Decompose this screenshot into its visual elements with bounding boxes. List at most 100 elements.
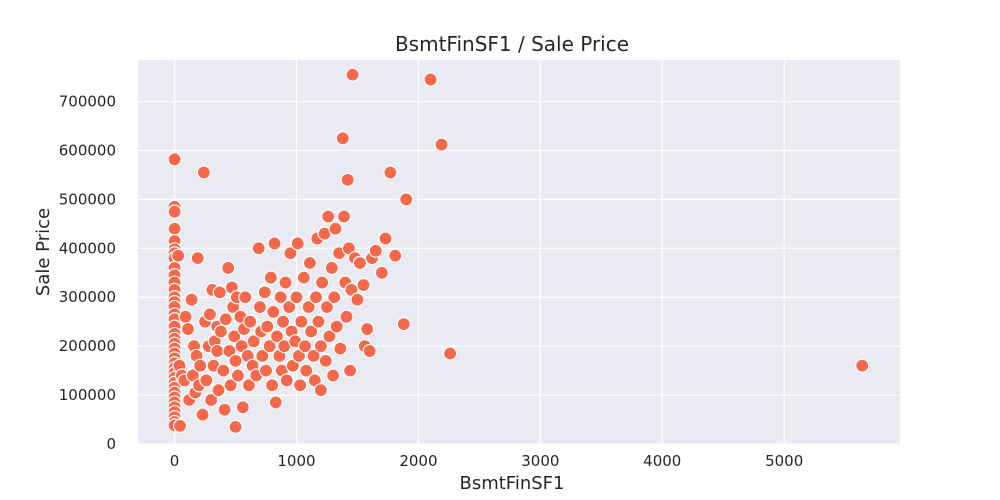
data-point xyxy=(216,363,231,378)
data-point xyxy=(329,319,344,334)
data-point xyxy=(252,299,268,315)
data-point xyxy=(275,314,291,329)
y-tick-labels: 0 100000 200000 300000 400000 500000 600000 700… xyxy=(59,93,116,453)
x-tick-label: 4000 xyxy=(643,452,681,470)
data-point xyxy=(199,373,214,388)
data-point xyxy=(350,292,365,307)
data-point xyxy=(328,221,343,236)
data-point xyxy=(374,265,389,280)
data-point xyxy=(279,373,294,388)
data-point xyxy=(238,290,253,305)
data-point xyxy=(314,275,330,290)
y-tick-label: 100000 xyxy=(59,386,116,404)
data-point xyxy=(290,236,305,251)
data-point xyxy=(202,307,218,322)
data-point xyxy=(855,358,870,373)
data-point xyxy=(195,407,210,422)
data-point xyxy=(301,299,316,315)
data-point xyxy=(423,72,438,87)
y-tick-label: 400000 xyxy=(59,239,116,257)
data-point xyxy=(443,346,458,361)
data-point xyxy=(388,248,403,263)
data-point xyxy=(319,299,335,315)
data-point xyxy=(212,285,227,300)
data-point xyxy=(296,270,311,285)
data-point xyxy=(273,290,288,305)
y-tick-label: 600000 xyxy=(59,141,116,159)
data-point xyxy=(297,339,313,354)
data-point xyxy=(306,348,321,364)
data-point xyxy=(336,209,352,224)
data-point xyxy=(263,270,278,285)
data-point xyxy=(257,285,272,300)
data-point xyxy=(325,368,341,383)
data-point xyxy=(321,209,336,224)
data-point xyxy=(210,343,225,359)
data-point xyxy=(193,358,208,373)
data-point xyxy=(251,241,266,256)
data-point xyxy=(196,165,211,180)
data-point xyxy=(260,319,275,334)
data-point xyxy=(172,418,188,434)
data-point xyxy=(167,152,182,167)
plot-area xyxy=(138,60,900,444)
data-point xyxy=(434,137,449,152)
data-point xyxy=(184,292,199,307)
data-point xyxy=(311,314,326,329)
data-point xyxy=(217,402,232,417)
x-tick-labels: 0 1000 2000 3000 4000 5000 xyxy=(170,452,803,470)
data-point xyxy=(378,231,393,246)
data-point xyxy=(180,321,196,337)
x-tick-label: 2000 xyxy=(399,452,437,470)
data-point xyxy=(265,378,280,393)
data-point xyxy=(304,324,319,339)
data-point xyxy=(171,248,186,263)
data-point xyxy=(223,378,238,393)
data-point xyxy=(221,260,236,275)
y-tick-label: 0 xyxy=(106,435,116,453)
data-point xyxy=(258,363,274,378)
data-point xyxy=(227,329,242,344)
data-point xyxy=(211,383,226,398)
data-point xyxy=(204,392,219,408)
data-point xyxy=(335,131,350,146)
data-point xyxy=(318,353,333,368)
y-tick-label: 700000 xyxy=(59,93,116,111)
data-point xyxy=(293,378,308,393)
data-point xyxy=(243,314,258,329)
data-point xyxy=(267,236,282,251)
data-point xyxy=(313,339,328,354)
data-points xyxy=(167,67,870,434)
data-point xyxy=(283,246,298,261)
data-point xyxy=(356,277,371,293)
data-point xyxy=(339,309,354,324)
data-point xyxy=(269,329,285,344)
data-point xyxy=(218,312,233,327)
data-point xyxy=(213,324,229,339)
data-point xyxy=(308,290,324,305)
x-axis-label: BsmtFinSF1 xyxy=(459,473,564,494)
data-point xyxy=(235,400,250,415)
data-point xyxy=(294,314,309,329)
data-point xyxy=(299,363,314,378)
data-point xyxy=(340,172,355,187)
data-point xyxy=(345,67,360,82)
data-point xyxy=(396,317,411,332)
y-tick-label: 200000 xyxy=(59,337,116,355)
data-point xyxy=(268,395,283,410)
x-tick-label: 5000 xyxy=(765,452,803,470)
data-point xyxy=(228,419,243,434)
data-point xyxy=(327,290,342,305)
data-point xyxy=(362,343,377,359)
data-point xyxy=(343,363,358,378)
data-point xyxy=(167,204,182,219)
data-point xyxy=(383,165,398,180)
chart-title: BsmtFinSF1 / Sale Price xyxy=(395,32,629,56)
data-point xyxy=(255,348,270,364)
data-point xyxy=(278,275,293,290)
y-tick-label: 300000 xyxy=(59,288,116,306)
x-tick-label: 1000 xyxy=(277,452,315,470)
data-point xyxy=(368,243,383,258)
x-tick-label: 0 xyxy=(170,452,180,470)
data-point xyxy=(282,299,297,315)
